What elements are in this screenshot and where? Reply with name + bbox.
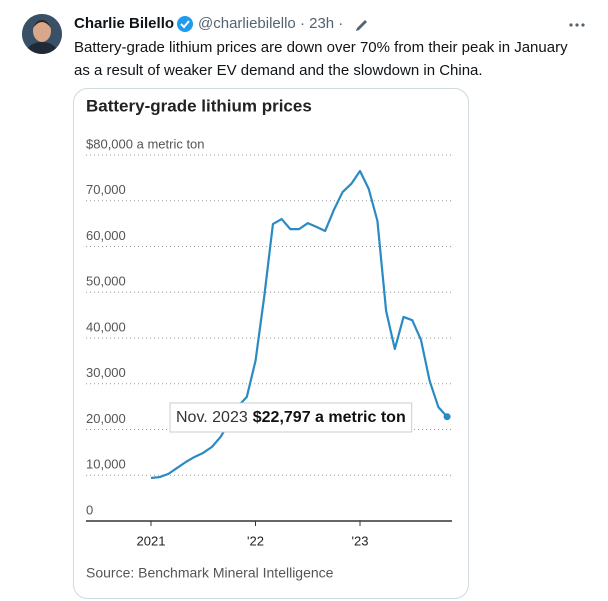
chart-title: Battery-grade lithium prices — [86, 96, 312, 115]
tooltip-value: $22,797 a metric ton — [253, 409, 406, 426]
more-button[interactable] — [569, 23, 585, 27]
chart-source: Source: Benchmark Mineral Intelligence — [86, 565, 334, 581]
media-card[interactable] — [73, 88, 469, 599]
y-tick-label: 70,000 — [86, 182, 126, 197]
author-name[interactable]: Charlie Bilello — [74, 15, 174, 32]
tweet-text: as a result of weaker EV demand and the … — [74, 62, 483, 79]
y-tick-label: 30,000 — [86, 365, 126, 380]
y-tick-label: $80,000 a metric ton — [86, 136, 205, 151]
y-tick-label: 20,000 — [86, 411, 126, 426]
tooltip-date: Nov. 2023 — [176, 409, 248, 426]
author-handle[interactable]: @charliebilello · 23h · — [198, 15, 343, 32]
tweet-text: Battery-grade lithium prices are down ov… — [74, 39, 568, 56]
x-tick-label: 2021 — [137, 533, 166, 548]
x-tick-label: '22 — [247, 533, 264, 548]
price-line — [150, 169, 448, 480]
last-point — [443, 413, 451, 421]
tooltip-box — [169, 402, 413, 433]
y-tick-label: 50,000 — [86, 274, 126, 289]
y-tick-label: 60,000 — [86, 228, 126, 243]
y-tick-label: 10,000 — [86, 457, 126, 472]
y-tick-label: 0 — [86, 502, 93, 517]
y-tick-label: 40,000 — [86, 319, 126, 334]
tooltip: Nov. 2023 $22,797 a metric ton — [169, 402, 413, 433]
avatar[interactable] — [22, 14, 62, 56]
chart: 0 10,000 20,000 30,000 40,000 50,000 60,000 70,… — [86, 136, 452, 548]
x-tick-label: '23 — [352, 533, 369, 548]
edit-icon — [356, 20, 367, 31]
verified-badge — [177, 16, 193, 32]
